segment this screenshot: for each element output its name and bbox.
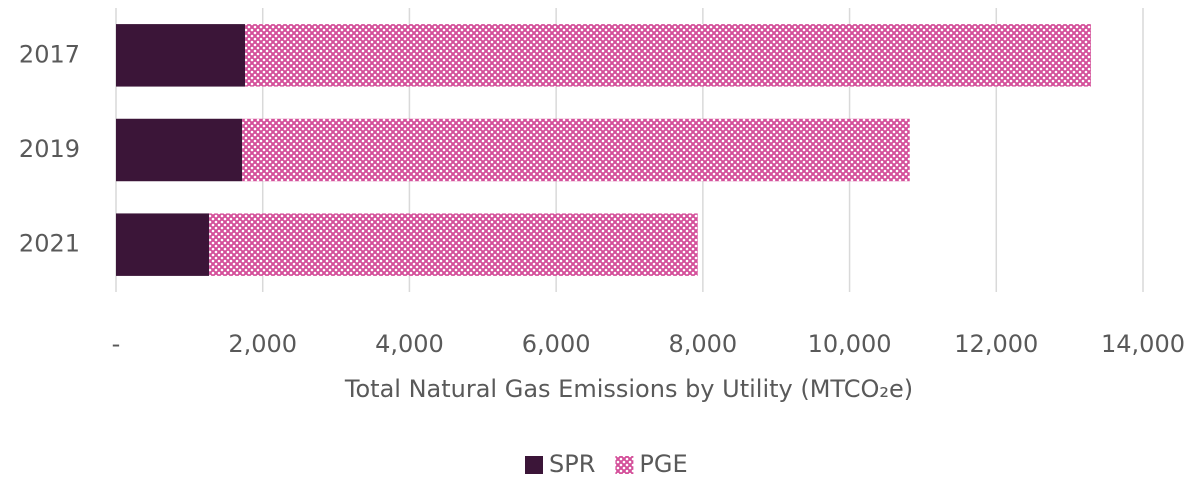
bar	[245, 24, 1091, 87]
x-tick-label: 14,000	[1101, 330, 1185, 358]
x-tick-label: -	[112, 330, 121, 358]
bar	[209, 213, 698, 276]
x-axis-label: Total Natural Gas Emissions by Utility (…	[344, 375, 913, 403]
x-tick-label: 8,000	[668, 330, 737, 358]
x-tick-label: 12,000	[954, 330, 1038, 358]
y-tick-label: 2017	[19, 40, 80, 68]
legend-swatch	[615, 456, 634, 474]
y-tick-label: 2021	[19, 230, 80, 258]
x-tick-label: 6,000	[522, 330, 591, 358]
legend-swatch	[525, 456, 543, 474]
bar	[116, 118, 243, 182]
legend-label: SPR	[549, 450, 595, 478]
x-tick-label: 2,000	[228, 330, 297, 358]
legend-label: PGE	[639, 450, 687, 478]
y-tick-label: 2019	[19, 135, 80, 163]
bar	[116, 24, 246, 87]
bar	[242, 118, 910, 182]
x-tick-label: 10,000	[808, 330, 892, 358]
bar	[116, 213, 210, 276]
x-tick-label: 4,000	[375, 330, 444, 358]
